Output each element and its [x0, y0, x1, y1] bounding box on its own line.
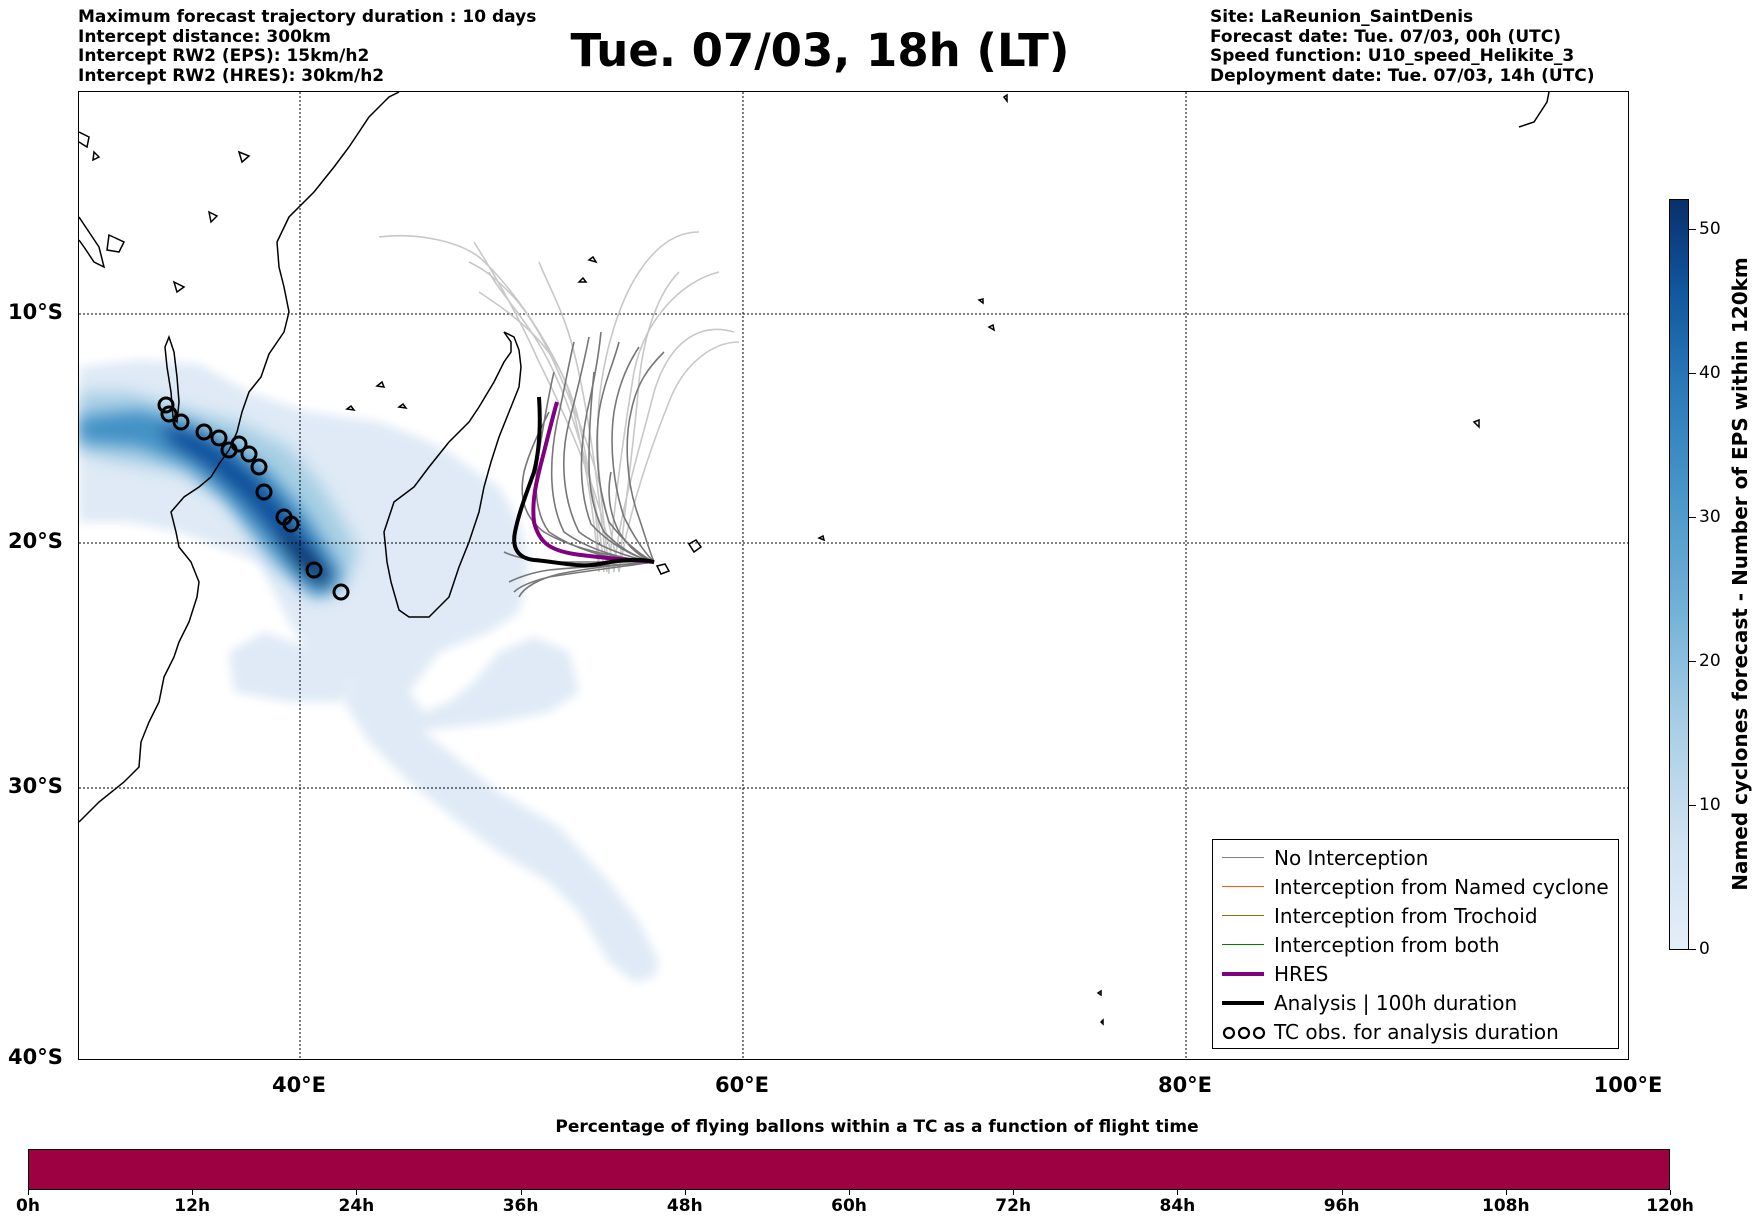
lat-label-10s: 10°S [8, 300, 63, 324]
flight-time-bar [28, 1149, 1670, 1190]
flight-time-tick-label: 0h [16, 1196, 40, 1216]
colorbar-title: Named cyclones forecast - Number of EPS … [1728, 257, 1752, 891]
lat-label-20s: 20°S [8, 529, 63, 553]
colorbar-tick-label: 20 [1699, 651, 1721, 671]
colorbar-tick-label: 10 [1699, 795, 1721, 815]
legend-label: Analysis | 100h duration [1274, 991, 1518, 1015]
flight-time-tick-label: 60h [831, 1196, 867, 1216]
flight-time-tick-label: 120h [1646, 1196, 1694, 1216]
legend-line-green [1222, 944, 1264, 945]
legend-line-olive [1222, 915, 1264, 916]
page-title: Tue. 07/03, 18h (LT) [570, 24, 1070, 77]
legend-label: No Interception [1274, 846, 1429, 870]
flight-time-tick-label: 84h [1159, 1196, 1196, 1216]
legend-item-analysis: Analysis | 100h duration [1213, 989, 1618, 1017]
flight-time-tick [1341, 1190, 1343, 1195]
legend-label: Interception from Trochoid [1274, 904, 1538, 928]
colorbar-tick [1689, 661, 1696, 662]
site-text: Site: LaReunion_SaintDenis [1210, 7, 1474, 27]
flight-time-tick [684, 1190, 686, 1195]
flight-time-tick [1013, 1190, 1015, 1195]
colorbar-tick-label: 40 [1699, 363, 1721, 383]
intercept-distance-text: Intercept distance: 300km [78, 26, 331, 47]
map-canvas[interactable] [79, 92, 1629, 1060]
legend-item-named-cyclone: Interception from Named cyclone [1213, 873, 1618, 901]
speed-function-text: Speed function: U10_speed_Helikite_3 [1210, 46, 1575, 66]
colorbar-tick [1689, 805, 1696, 806]
legend-item-no-interception: No Interception [1213, 844, 1618, 872]
flight-time-tick-label: 108h [1482, 1196, 1530, 1216]
colorbar-tick-label: 50 [1699, 219, 1721, 239]
colorbar-tick-label: 0 [1699, 939, 1710, 959]
eps-density-core [79, 410, 341, 597]
forecast-date-text: Forecast date: Tue. 07/03, 00h (UTC) [1210, 26, 1561, 47]
max-duration-text: Maximum forecast trajectory duration : 1… [78, 7, 537, 27]
lat-label-40s: 40°S [8, 1045, 63, 1069]
flight-time-tick [356, 1190, 358, 1195]
tc-observations [157, 396, 350, 601]
flight-time-title: Percentage of flying ballons within a TC… [555, 1117, 1199, 1137]
flight-time-tick [1177, 1190, 1179, 1195]
lon-label-100e: 100°E [1593, 1073, 1663, 1097]
colorbar-tick [1689, 949, 1696, 950]
legend-item-trochoid: Interception from Trochoid [1213, 902, 1618, 930]
map-panel[interactable] [78, 91, 1629, 1060]
flight-time-tick-label: 24h [338, 1196, 375, 1216]
flight-time-tick-label: 48h [666, 1196, 703, 1216]
deployment-date-text: Deployment date: Tue. 07/03, 14h (UTC) [1210, 65, 1595, 86]
map-legend: No Interception Interception from Named … [1212, 839, 1619, 1049]
legend-label: TC obs. for analysis duration [1274, 1020, 1559, 1044]
legend-line-grey [1222, 857, 1264, 858]
intercept-hres-text: Intercept RW2 (HRES): 30km/h2 [78, 65, 385, 86]
header-left-info: Maximum forecast trajectory duration : 1… [78, 7, 537, 86]
flight-time-tick-label: 72h [995, 1196, 1032, 1216]
flight-time-tick [1505, 1190, 1507, 1195]
legend-item-hres: HRES [1213, 960, 1618, 988]
legend-line-orange [1222, 886, 1264, 887]
map-gridlines [79, 92, 1628, 1059]
legend-line-purple [1222, 972, 1264, 976]
flight-time-tick-label: 36h [502, 1196, 539, 1216]
flight-time-tick-label: 96h [1323, 1196, 1360, 1216]
flight-time-tick [192, 1190, 194, 1195]
legend-label: HRES [1274, 962, 1329, 986]
lon-label-40e: 40°E [271, 1073, 327, 1097]
legend-item-both: Interception from both [1213, 931, 1618, 959]
lon-label-80e: 80°E [1157, 1073, 1213, 1097]
legend-label: Interception from Named cyclone [1274, 875, 1609, 899]
legend-item-tc-obs: TC obs. for analysis duration [1213, 1018, 1618, 1046]
lat-label-30s: 30°S [8, 774, 63, 798]
flight-time-tick [1670, 1190, 1671, 1195]
cyclone-symbol-icon [1222, 1026, 1266, 1040]
colorbar-tick [1689, 373, 1696, 374]
lon-label-60e: 60°E [714, 1073, 770, 1097]
legend-label: Interception from both [1274, 933, 1500, 957]
intercept-eps-text: Intercept RW2 (EPS): 15km/h2 [78, 46, 370, 66]
legend-line-black [1222, 1001, 1264, 1005]
flight-time-tick-label: 12h [174, 1196, 211, 1216]
flight-time-tick [28, 1190, 29, 1195]
flight-time-tick [520, 1190, 522, 1195]
colorbar-tick [1689, 229, 1696, 230]
colorbar-tick-label: 30 [1699, 507, 1721, 527]
flight-time-tick [849, 1190, 850, 1195]
hres-trajectory [531, 401, 655, 564]
header-right-info: Site: LaReunion_SaintDenis Forecast date… [1210, 7, 1595, 86]
colorbar-tick [1689, 517, 1696, 518]
analysis-trajectory [512, 396, 655, 568]
colorbar [1669, 199, 1689, 950]
